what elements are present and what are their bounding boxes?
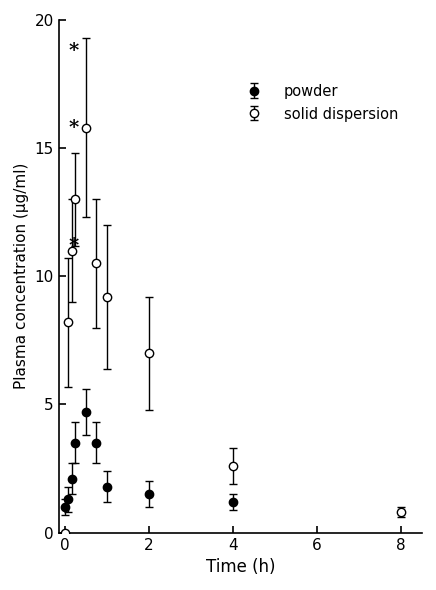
Text: *: * [68,237,78,254]
Legend: powder, solid dispersion: powder, solid dispersion [230,78,404,127]
Y-axis label: Plasma concentration (μg/ml): Plasma concentration (μg/ml) [14,163,29,389]
X-axis label: Time (h): Time (h) [206,558,275,576]
Text: *: * [68,119,78,136]
Text: *: * [68,42,78,60]
